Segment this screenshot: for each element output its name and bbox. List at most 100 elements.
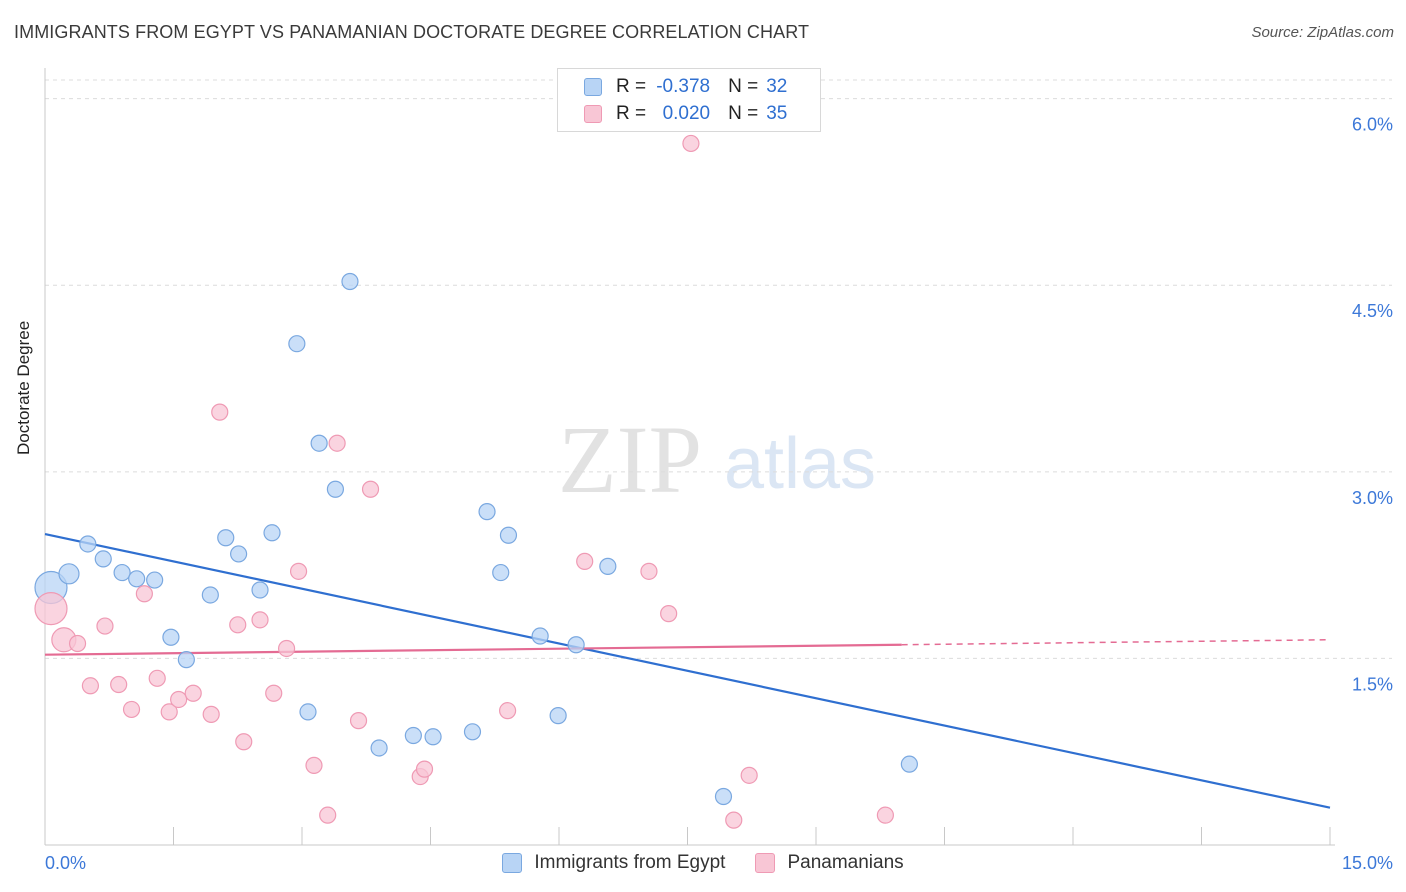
point-egypt bbox=[58, 563, 80, 585]
x-tick-label: 15.0% bbox=[1342, 853, 1393, 873]
legend-label-panamanians: Panamanians bbox=[787, 852, 904, 873]
series-legend: Immigrants from Egypt Panamanians bbox=[0, 852, 1406, 874]
point-egypt bbox=[217, 529, 235, 547]
r-value-egypt: -0.378 bbox=[656, 76, 711, 97]
chart-title: IMMIGRANTS FROM EGYPT VS PANAMANIAN DOCT… bbox=[14, 22, 810, 42]
point-egypt bbox=[549, 707, 567, 725]
point-panamanians bbox=[68, 634, 87, 653]
n-label: N = bbox=[728, 76, 759, 97]
point-egypt bbox=[599, 557, 617, 575]
n-label: N = bbox=[728, 103, 759, 124]
point-egypt bbox=[79, 535, 97, 553]
point-egypt bbox=[492, 563, 510, 582]
point-panamanians bbox=[349, 712, 368, 730]
point-panamanians bbox=[277, 639, 296, 658]
point-panamanians bbox=[740, 766, 758, 784]
point-egypt bbox=[201, 586, 219, 604]
trendline-panamanians bbox=[44, 643, 902, 656]
point-panamanians bbox=[305, 756, 323, 774]
point-egypt bbox=[162, 628, 180, 646]
r-value-panamanians: 0.020 bbox=[662, 103, 711, 124]
point-panamanians bbox=[110, 675, 128, 694]
trend-layer bbox=[44, 532, 1331, 809]
point-egypt bbox=[424, 728, 442, 746]
point-egypt bbox=[177, 651, 195, 669]
grid-layer bbox=[45, 79, 1392, 659]
stats-row-panamanians: R = 0.020 N = 35 bbox=[584, 102, 787, 126]
point-panamanians bbox=[576, 552, 594, 570]
point-egypt bbox=[463, 723, 482, 741]
point-egypt bbox=[299, 703, 317, 721]
watermark-atlas: atlas bbox=[724, 424, 876, 504]
point-panamanians bbox=[96, 617, 114, 635]
point-egypt bbox=[263, 524, 281, 542]
y-tick-label: 6.0% bbox=[1352, 115, 1393, 135]
point-egypt bbox=[531, 627, 549, 645]
n-value-panamanians: 35 bbox=[766, 103, 788, 124]
labels-layer: 1.5% 3.0% 4.5% 6.0% 0.0% 15.0% bbox=[45, 115, 1393, 873]
point-panamanians bbox=[265, 684, 283, 702]
point-panamanians bbox=[211, 403, 229, 421]
y-tick-label: 3.0% bbox=[1352, 488, 1393, 508]
legend-item-panamanians[interactable]: Panamanians bbox=[755, 852, 904, 874]
point-egypt bbox=[478, 503, 496, 521]
point-panamanians bbox=[135, 585, 153, 603]
point-panamanians bbox=[682, 134, 700, 153]
source-label: Source: ZipAtlas.com bbox=[1251, 24, 1394, 41]
x-tick-label: 0.0% bbox=[45, 853, 86, 873]
point-panamanians bbox=[289, 562, 308, 580]
point-egypt bbox=[230, 545, 248, 563]
y-tick-label: 1.5% bbox=[1352, 674, 1393, 694]
stats-row-egypt: R = -0.378 N = 32 bbox=[584, 75, 787, 99]
point-panamanians bbox=[202, 705, 220, 723]
point-panamanians bbox=[725, 811, 743, 829]
stats-legend: R = -0.378 N = 32 R = 0.020 N = 35 bbox=[557, 68, 821, 132]
point-panamanians bbox=[229, 616, 247, 634]
point-panamanians bbox=[361, 480, 380, 498]
point-egypt bbox=[288, 335, 306, 353]
point-panamanians bbox=[81, 677, 100, 695]
point-panamanians bbox=[876, 806, 894, 824]
point-egypt bbox=[113, 563, 131, 582]
egypt-swatch bbox=[584, 78, 602, 96]
point-panamanians bbox=[640, 562, 658, 580]
y-axis-title: Doctorate Degree bbox=[14, 320, 33, 455]
y-tick-label: 4.5% bbox=[1352, 301, 1393, 321]
point-egypt bbox=[341, 272, 359, 291]
point-panamanians bbox=[499, 702, 517, 720]
point-egypt bbox=[900, 755, 918, 773]
point-egypt bbox=[128, 570, 146, 588]
panamanians-swatch bbox=[584, 105, 602, 123]
points-layer bbox=[34, 134, 918, 829]
point-panamanians bbox=[251, 611, 269, 629]
trendline-egypt bbox=[44, 532, 1331, 809]
watermark-zip: ZIP bbox=[558, 406, 702, 513]
point-panamanians bbox=[328, 434, 346, 452]
legend-item-egypt[interactable]: Immigrants from Egypt bbox=[502, 852, 725, 874]
n-value-egypt: 32 bbox=[766, 76, 788, 97]
point-panamanians bbox=[170, 690, 188, 709]
point-panamanians bbox=[184, 684, 202, 702]
r-label: R = bbox=[616, 76, 647, 97]
point-egypt bbox=[326, 480, 345, 498]
point-panamanians bbox=[148, 669, 166, 687]
r-label: R = bbox=[616, 103, 647, 124]
point-egypt bbox=[146, 571, 164, 589]
point-egypt bbox=[567, 636, 585, 654]
trendline-dashed-panamanians bbox=[901, 639, 1331, 646]
axes-layer bbox=[44, 68, 1335, 846]
point-panamanians bbox=[122, 700, 141, 719]
point-panamanians bbox=[415, 760, 434, 778]
point-panamanians bbox=[235, 733, 253, 751]
point-panamanians bbox=[660, 605, 678, 623]
point-egypt bbox=[370, 739, 388, 757]
point-egypt bbox=[94, 550, 112, 568]
egypt-legend-swatch bbox=[502, 853, 523, 873]
point-egypt bbox=[404, 726, 422, 745]
point-panamanians bbox=[34, 592, 68, 626]
point-egypt bbox=[499, 526, 518, 544]
point-panamanians bbox=[319, 806, 337, 824]
point-egypt bbox=[714, 787, 733, 806]
point-panamanians bbox=[160, 703, 178, 721]
